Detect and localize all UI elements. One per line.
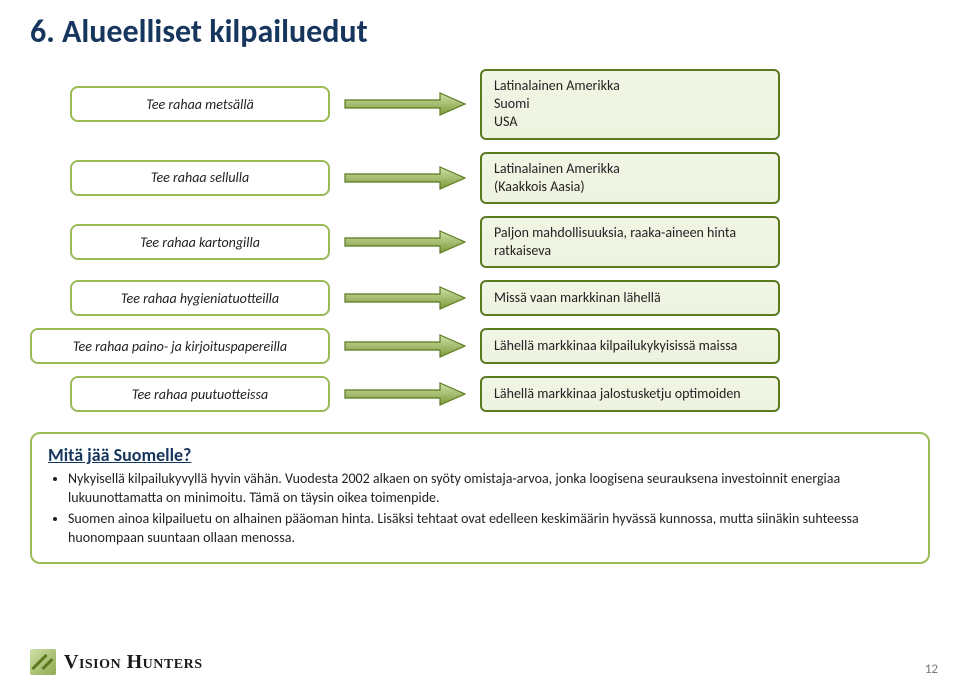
page-number: 12 bbox=[925, 662, 938, 677]
diagram-row: Tee rahaa sellulla Latinalainen Amerikka… bbox=[30, 152, 930, 204]
arrow-icon bbox=[340, 331, 470, 361]
page-title: 6. Alueelliset kilpailuedut bbox=[30, 12, 930, 51]
summary-bullet: Nykyisellä kilpailukyvyllä hyvin vähän. … bbox=[68, 470, 912, 508]
row-left-pill: Tee rahaa puutuotteissa bbox=[70, 376, 330, 412]
arrow-icon bbox=[340, 283, 470, 313]
logo-text: Vision Hunters bbox=[64, 651, 202, 674]
arrow-wrap bbox=[330, 379, 480, 409]
row-left-pill: Tee rahaa kartongilla bbox=[70, 224, 330, 260]
diagram-row: Tee rahaa paino- ja kirjoituspapereilla … bbox=[30, 328, 930, 364]
diagram-row: Tee rahaa metsällä Latinalainen Amerikka… bbox=[30, 69, 930, 140]
row-right-box: Latinalainen Amerikka (Kaakkois Aasia) bbox=[480, 152, 780, 204]
row-left-pill: Tee rahaa metsällä bbox=[70, 86, 330, 122]
summary-bullet: Suomen ainoa kilpailuetu on alhainen pää… bbox=[68, 510, 912, 548]
row-right-box: Lähellä markkinaa jalostusketju optimoid… bbox=[480, 376, 780, 412]
summary-title: Mitä jää Suomelle? bbox=[48, 444, 912, 466]
diagram-row: Tee rahaa hygieniatuotteilla Missä vaan … bbox=[30, 280, 930, 316]
row-right-box: Latinalainen Amerikka Suomi USA bbox=[480, 69, 780, 140]
rows-container: Tee rahaa metsällä Latinalainen Amerikka… bbox=[30, 69, 930, 412]
arrow-icon bbox=[340, 89, 470, 119]
row-right-box: Missä vaan markkinan lähellä bbox=[480, 280, 780, 316]
arrow-icon bbox=[340, 227, 470, 257]
arrow-wrap bbox=[330, 227, 480, 257]
arrow-wrap bbox=[330, 89, 480, 119]
arrow-icon bbox=[340, 163, 470, 193]
arrow-icon bbox=[340, 379, 470, 409]
summary-list: Nykyisellä kilpailukyvyllä hyvin vähän. … bbox=[48, 470, 912, 548]
diagram-row: Tee rahaa puutuotteissa Lähellä markkina… bbox=[30, 376, 930, 412]
diagram-row: Tee rahaa kartongilla Paljon mahdollisuu… bbox=[30, 216, 930, 268]
footer: Vision Hunters bbox=[30, 649, 202, 675]
arrow-wrap bbox=[330, 331, 480, 361]
row-right-box: Lähellä markkinaa kilpailukykyisissä mai… bbox=[480, 328, 780, 364]
row-right-box: Paljon mahdollisuuksia, raaka-aineen hin… bbox=[480, 216, 780, 268]
arrow-wrap bbox=[330, 283, 480, 313]
row-left-pill: Tee rahaa hygieniatuotteilla bbox=[70, 280, 330, 316]
summary-box: Mitä jää Suomelle? Nykyisellä kilpailuky… bbox=[30, 432, 930, 564]
arrow-wrap bbox=[330, 163, 480, 193]
logo-icon bbox=[30, 649, 56, 675]
row-left-pill: Tee rahaa sellulla bbox=[70, 160, 330, 196]
row-left-pill: Tee rahaa paino- ja kirjoituspapereilla bbox=[30, 328, 330, 364]
